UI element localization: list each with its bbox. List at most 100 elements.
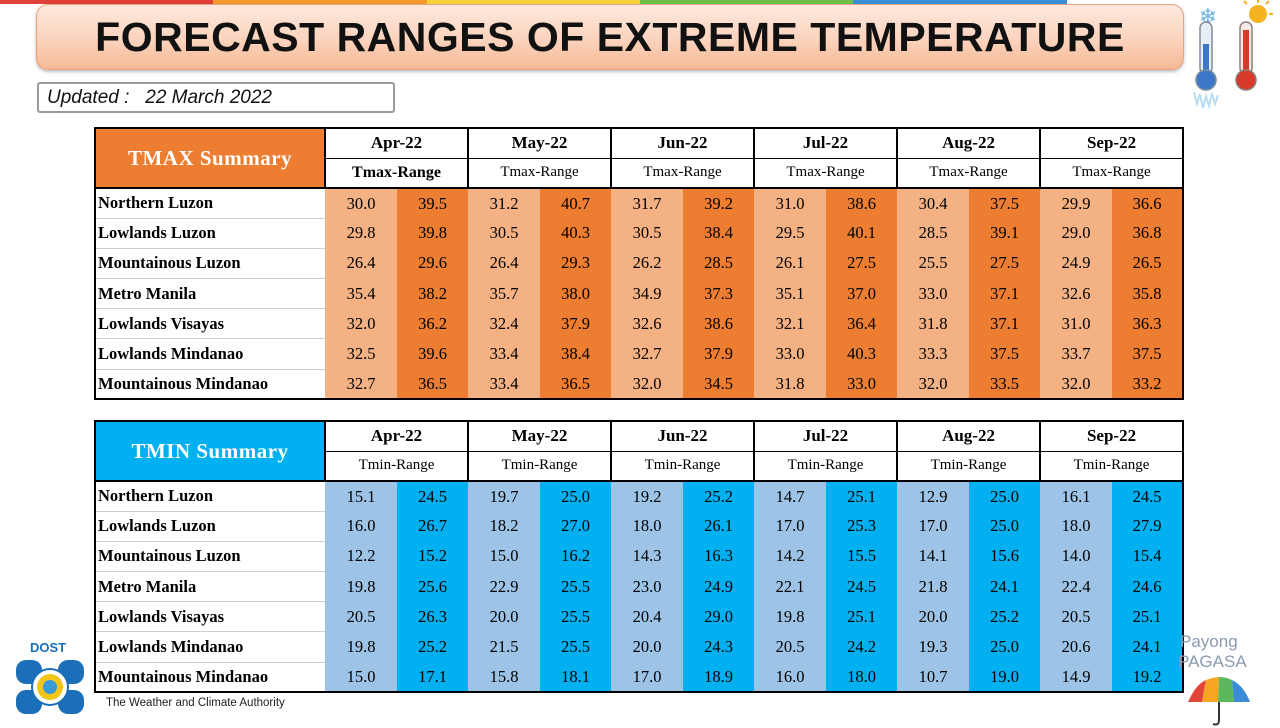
range-high-value: 37.9 [683,338,755,370]
range-low-value: 31.8 [897,308,970,339]
month-header: Sep-22 [1039,127,1185,158]
range-high-value: 25.0 [969,479,1041,512]
region-label: Lowlands Mindanao [94,338,325,370]
range-low-value: 30.5 [611,218,683,249]
range-low-value: 20.0 [468,601,540,632]
range-low-value: 29.5 [754,218,827,249]
range-low-value: 34.9 [611,278,683,309]
range-low-value: 32.0 [611,369,683,401]
range-low-value: 25.5 [897,248,970,279]
tagline: The Weather and Climate Authority [106,697,285,709]
range-high-value: 39.1 [969,218,1041,249]
range-low-value: 21.5 [468,631,540,663]
range-high-value: 15.2 [397,541,468,572]
range-high-value: 37.9 [540,308,611,339]
range-high-value: 18.9 [683,662,755,694]
range-low-value: 20.5 [754,631,827,663]
region-label: Mountainous Luzon [94,541,325,573]
range-high-value: 36.4 [826,308,898,339]
range-high-value: 29.0 [683,601,755,632]
range-low-value: 21.8 [897,571,970,602]
range-high-value: 26.3 [397,601,468,632]
updated-box: Updated : 22 March 2022 [37,82,395,113]
range-low-value: 32.7 [611,338,683,370]
range-high-value: 25.3 [826,511,898,542]
range-high-value: 36.3 [1112,308,1185,339]
range-high-value: 17.1 [397,662,468,694]
range-low-value: 15.8 [468,662,540,694]
range-subheader: Tmax-Range [753,157,899,188]
range-low-value: 35.4 [325,278,397,309]
range-low-value: 14.2 [754,541,827,572]
range-low-value: 12.2 [325,541,397,572]
range-subheader: Tmax-Range [467,157,612,188]
range-low-value: 17.0 [754,511,827,542]
table-row: Metro Manila 19.8 25.6 22.9 25.5 23.0 24.9 22.1… [94,571,1185,603]
range-low-value: 33.0 [897,278,970,309]
region-label: Mountainous Mindanao [94,662,325,694]
range-high-value: 38.4 [540,338,611,370]
range-subheader: Tmin-Range [1039,450,1185,481]
range-low-value: 31.0 [1040,308,1113,339]
range-high-value: 29.6 [397,248,468,279]
range-high-value: 24.5 [826,571,898,602]
range-low-value: 33.3 [897,338,970,370]
range-high-value: 16.3 [683,541,755,572]
tmin-summary-header: TMIN Summary [94,420,326,482]
range-low-value: 18.0 [611,511,683,542]
range-subheader: Tmin-Range [324,450,469,481]
range-low-value: 33.4 [468,338,540,370]
range-high-value: 24.5 [397,479,468,512]
range-high-value: 25.0 [969,511,1041,542]
range-high-value: 29.3 [540,248,611,279]
range-high-value: 39.6 [397,338,468,370]
month-header: Jun-22 [609,420,756,451]
range-low-value: 17.0 [611,662,683,694]
range-low-value: 33.7 [1040,338,1113,370]
range-high-value: 15.4 [1112,541,1185,572]
range-low-value: 22.1 [754,571,827,602]
range-high-value: 27.9 [1112,511,1185,542]
range-low-value: 18.0 [1040,511,1113,542]
range-low-value: 19.8 [754,601,827,632]
range-high-value: 25.1 [1112,601,1185,632]
range-low-value: 17.0 [897,511,970,542]
hot-thermometer-icon [1235,0,1273,91]
range-low-value: 20.0 [611,631,683,663]
range-high-value: 26.1 [683,511,755,542]
range-low-value: 32.0 [325,308,397,339]
region-label: Metro Manila [94,571,325,603]
month-header: Aug-22 [896,127,1042,158]
range-low-value: 14.7 [754,479,827,512]
range-high-value: 37.1 [969,278,1041,309]
range-high-value: 15.5 [826,541,898,572]
range-high-value: 25.0 [969,631,1041,663]
range-high-value: 38.2 [397,278,468,309]
range-high-value: 24.5 [1112,479,1185,512]
range-high-value: 37.3 [683,278,755,309]
range-low-value: 26.1 [754,248,827,279]
table-row: Mountainous Luzon 12.2 15.2 15.0 16.2 14.3 16.… [94,541,1185,573]
range-high-value: 24.2 [826,631,898,663]
range-low-value: 32.0 [1040,369,1113,401]
range-high-value: 24.1 [1112,631,1185,663]
table-row: Lowlands Mindanao 32.5 39.6 33.4 38.4 32.7 37.… [94,338,1185,370]
month-header: May-22 [467,127,612,158]
range-high-value: 19.0 [969,662,1041,694]
tmin-summary-table: TMIN Summary Apr-22 May-22 Jun-22 Jul-22… [94,420,1185,694]
range-low-value: 32.6 [1040,278,1113,309]
range-low-value: 23.0 [611,571,683,602]
month-header: Jul-22 [753,127,899,158]
month-header: Sep-22 [1039,420,1185,451]
range-high-value: 40.7 [540,186,611,219]
range-high-value: 35.8 [1112,278,1185,309]
range-high-value: 25.2 [397,631,468,663]
range-low-value: 15.0 [325,662,397,694]
table-row: Mountainous Mindanao 32.7 36.5 33.4 36.5 32.0… [94,369,1185,401]
range-high-value: 25.5 [540,601,611,632]
range-subheader: Tmax-Range [896,157,1042,188]
region-label: Lowlands Luzon [94,511,325,542]
range-high-value: 25.1 [826,601,898,632]
tmax-summary-header: TMAX Summary [94,127,326,189]
range-high-value: 40.1 [826,218,898,249]
